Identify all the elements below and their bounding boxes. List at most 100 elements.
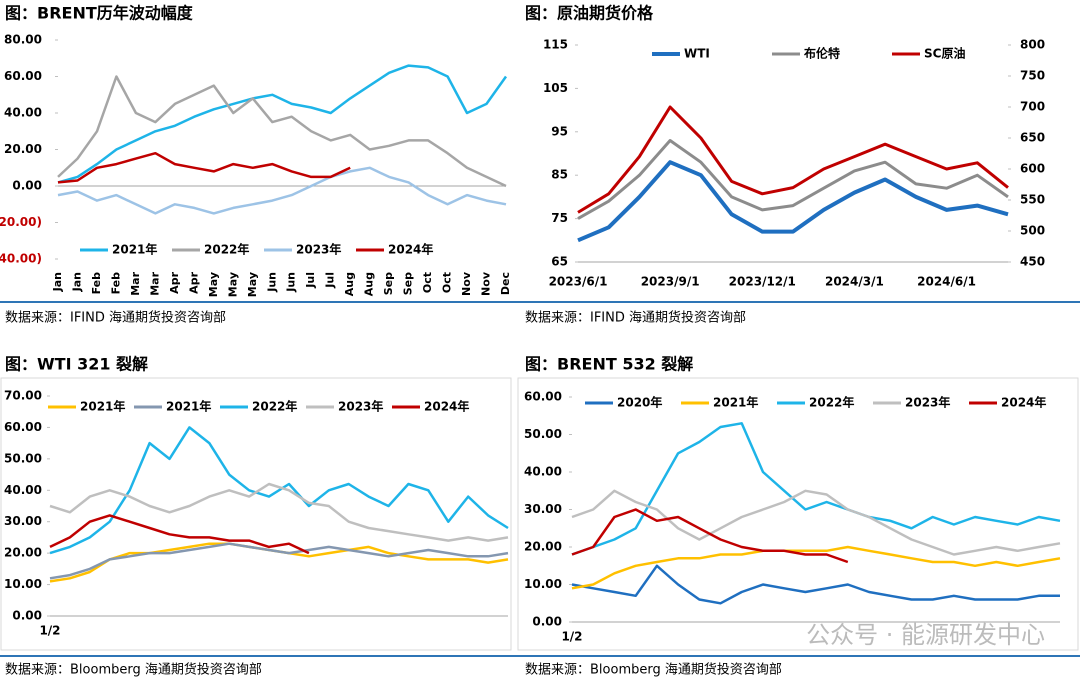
- x-tick-label: Jan: [70, 272, 83, 292]
- y2-tick-label: 800: [1020, 38, 1045, 52]
- chart-title: 图：BRENT 532 裂解: [525, 355, 693, 374]
- y-tick-label: 60.00: [4, 69, 42, 83]
- x-tick-label: May: [226, 272, 239, 297]
- x-tick-label: Jun: [285, 272, 298, 293]
- series-line: [49, 426, 509, 555]
- x-tick-label: Aug: [363, 272, 376, 296]
- legend-label: WTI: [684, 47, 710, 61]
- y-tick-label: 0.00: [12, 609, 42, 623]
- y-tick-label: 50.00: [4, 451, 42, 465]
- y-tick-label: 30.00: [4, 514, 42, 528]
- y-tick-label: 60.00: [4, 420, 42, 434]
- x-tick-label: Feb: [109, 272, 122, 295]
- series-line: [571, 422, 1061, 556]
- y-tick-label: 40.00: [524, 465, 562, 479]
- x-tick-label: 1/2: [561, 630, 582, 644]
- x-tick-label: Jul: [324, 272, 337, 289]
- series-line: [57, 151, 351, 184]
- x-tick-label: Apr: [187, 271, 200, 293]
- source: 数据来源：Bloomberg 海通期货投资咨询部: [525, 662, 782, 678]
- x-tick-label: 2023/6/1: [549, 275, 608, 289]
- series-line: [571, 489, 1061, 556]
- series-line: [571, 508, 849, 564]
- x-tick-label: Nov: [480, 271, 493, 296]
- y2-tick-label: 700: [1020, 100, 1045, 114]
- x-tick-label: Jun: [265, 272, 278, 293]
- y-tick-label: 0.00: [12, 179, 42, 193]
- source: 数据来源：IFIND 海通期货投资咨询部: [5, 310, 226, 326]
- legend-label: 2021年: [80, 399, 125, 414]
- y-tick-label: 0.00: [532, 615, 562, 629]
- y-tick-label: (20.00): [0, 215, 42, 229]
- x-tick-label: Feb: [90, 272, 103, 295]
- y-tick-label: 40.00: [4, 483, 42, 497]
- legend-label: 2024年: [1001, 395, 1046, 410]
- legend-label: 2024年: [388, 242, 433, 257]
- legend-label: 2021年: [713, 395, 758, 410]
- x-tick-label: Nov: [460, 271, 473, 296]
- y-tick-label: 85: [551, 168, 568, 182]
- x-tick-label: 2023/12/1: [729, 275, 796, 289]
- legend-label: 2022年: [809, 395, 854, 410]
- x-tick-label: Apr: [168, 271, 181, 293]
- panel-frame: [517, 377, 1079, 651]
- y-tick-label: 95: [551, 124, 568, 138]
- y-tick-label: 80.00: [4, 33, 42, 47]
- y-tick-label: 75: [551, 211, 568, 225]
- x-tick-label: Oct: [421, 272, 434, 293]
- x-tick-label: Jul: [304, 272, 317, 289]
- y2-tick-label: 600: [1020, 162, 1045, 176]
- y-tick-label: 30.00: [524, 502, 562, 516]
- series-line: [571, 564, 1060, 605]
- y-tick-label: 20.00: [4, 546, 42, 560]
- y-tick-label: (40.00): [0, 252, 42, 266]
- x-tick-label: May: [246, 272, 259, 297]
- series-line: [49, 514, 310, 555]
- legend-label: 2024年: [424, 399, 469, 414]
- series-line: [577, 105, 1009, 214]
- y-tick-label: 20.00: [524, 540, 562, 554]
- x-tick-label: 1/2: [39, 624, 60, 638]
- y-tick-label: 105: [543, 81, 568, 95]
- panel-frame: [0, 377, 512, 651]
- x-tick-label: Sep: [382, 272, 395, 295]
- legend-label: SC原油: [924, 46, 965, 61]
- series-line: [49, 482, 509, 542]
- legend-label: 2021年: [166, 399, 211, 414]
- legend-label: 2022年: [252, 399, 297, 414]
- legend-label: 2020年: [617, 395, 662, 410]
- y-tick-label: 65: [551, 255, 568, 269]
- watermark: 公众号 · 能源研发中心: [806, 621, 1045, 649]
- x-tick-label: Jan: [51, 272, 64, 292]
- x-tick-label: Oct: [441, 272, 454, 293]
- legend-label: 2022年: [204, 242, 249, 257]
- y2-tick-label: 450: [1020, 255, 1045, 269]
- x-tick-label: Dec: [499, 272, 512, 295]
- y-tick-label: 60.00: [524, 390, 562, 404]
- x-tick-label: 2023/9/1: [641, 275, 700, 289]
- series-line: [571, 545, 1061, 590]
- y2-tick-label: 650: [1020, 131, 1045, 145]
- x-tick-label: 2024/3/1: [825, 275, 884, 289]
- y-tick-label: 40.00: [4, 106, 42, 120]
- x-tick-label: Mar: [148, 271, 161, 295]
- y-tick-label: 70.00: [4, 389, 42, 403]
- chart-title: 图：原油期货价格: [525, 4, 654, 23]
- legend-label: 2023年: [338, 399, 383, 414]
- y-tick-label: 10.00: [4, 577, 42, 591]
- y-tick-label: 50.00: [524, 427, 562, 441]
- series-line: [577, 139, 1009, 220]
- y-tick-label: 115: [543, 38, 568, 52]
- series-line: [577, 160, 1009, 243]
- series-line: [57, 166, 507, 215]
- series-line: [49, 542, 509, 583]
- chart-title: 图：WTI 321 裂解: [5, 355, 148, 374]
- x-tick-label: May: [207, 272, 220, 297]
- x-tick-label: 2024/6/1: [917, 275, 976, 289]
- y-tick-label: 10.00: [524, 577, 562, 591]
- y2-tick-label: 750: [1020, 69, 1045, 83]
- legend-label: 2021年: [112, 242, 157, 257]
- chart-title: 图：BRENT历年波动幅度: [5, 4, 194, 23]
- y-tick-label: 20.00: [4, 142, 42, 156]
